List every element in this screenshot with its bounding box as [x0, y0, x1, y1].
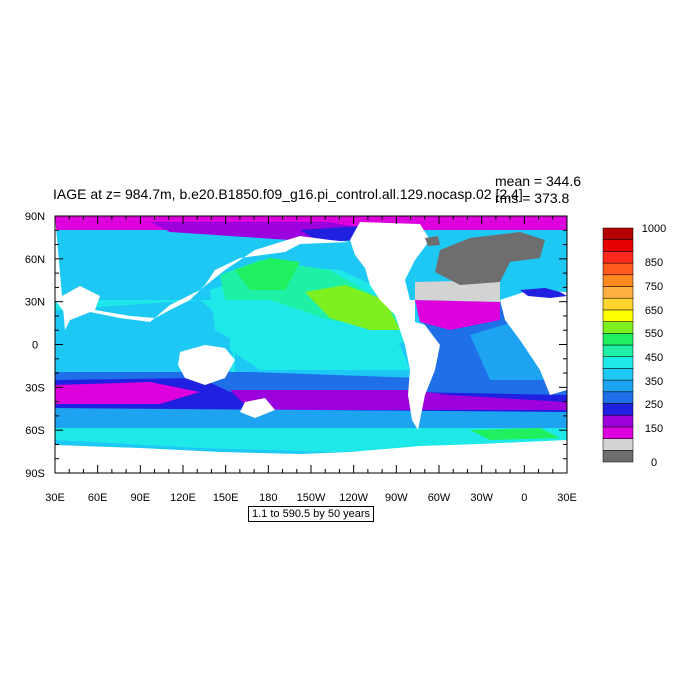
x-tick-label: 150E [213, 492, 239, 504]
x-tick-label: 30W [470, 492, 493, 504]
island-land [240, 398, 275, 418]
y-tick-label: 90N [25, 211, 45, 223]
australia-land [178, 345, 235, 385]
x-tick-label: 90E [131, 492, 151, 504]
y-tick-label: 0 [32, 340, 38, 352]
colorbar-swatch [602, 426, 634, 439]
colorbar-label: 650 [645, 305, 663, 317]
colorbar-swatch [602, 262, 634, 276]
colorbar-swatch [602, 227, 634, 240]
colorbar-swatch [602, 403, 634, 416]
arctic-gray-patch [425, 236, 440, 246]
x-axis-ticks [54, 216, 568, 473]
colorbar-label: 750 [645, 281, 663, 293]
x-tick-label: 120E [170, 492, 196, 504]
x-tick-label: 90W [385, 492, 408, 504]
north-pacific-green-region [235, 258, 300, 290]
africa-land [500, 290, 567, 395]
colorbar-swatch [602, 251, 634, 264]
colorbar-label: 850 [645, 257, 663, 269]
mediterranean-region [520, 288, 567, 298]
greenland-gray-region [435, 232, 545, 285]
colorbar-label: 0 [651, 457, 657, 469]
x-axis-labels: 30E 60E 90E 120E 150E 180 150W 120W 90W 60W 30W 0 30… [45, 492, 577, 504]
eurasia-land [55, 216, 350, 330]
colorbar-label: 350 [645, 376, 663, 388]
y-tick-label: 60N [25, 254, 45, 266]
colorbar-swatch [602, 297, 634, 311]
north-atlantic-magenta [415, 300, 500, 330]
colorbar-swatch [602, 286, 634, 299]
colorbar-swatch [602, 356, 634, 369]
colorbar [602, 227, 634, 463]
rms-stat: rms = 373.8 [495, 190, 570, 206]
y-tick-label: 30S [25, 382, 45, 394]
colorbar-label: 450 [645, 352, 663, 364]
africa-horn-land [55, 286, 100, 320]
north-atlantic-gray [415, 280, 500, 302]
colorbar-swatch [602, 438, 634, 451]
colorbar-swatch [602, 391, 634, 404]
y-axis-labels: 90N 60N 30N 0 30S 60S 90S [25, 211, 45, 480]
y-axis-ticks [55, 215, 567, 474]
x-tick-label: 180 [259, 492, 277, 504]
southern-purple-region [230, 390, 567, 410]
colorbar-swatch [602, 321, 634, 334]
ocean-field [55, 216, 567, 473]
south-pacific-cyan-region [230, 310, 410, 370]
southern-band-3 [55, 408, 567, 430]
x-tick-label: 60W [428, 492, 451, 504]
x-tick-label: 60E [88, 492, 108, 504]
colorbar-swatch [602, 414, 634, 428]
colorbar-label: 150 [645, 423, 663, 435]
colorbar-labels: 0 150 250 350 450 550 650 750 850 1000 [642, 223, 666, 469]
y-tick-label: 90S [25, 468, 45, 480]
colorbar-swatch [602, 333, 634, 346]
contour-range-note: 1.1 to 590.5 by 50 years [248, 506, 375, 522]
colorbar-swatch [602, 368, 634, 381]
mean-stat: mean = 344.6 [495, 173, 582, 189]
colorbar-label: 1000 [642, 223, 666, 235]
x-tick-label: 30E [45, 492, 65, 504]
y-tick-label: 30N [25, 297, 45, 309]
plot-title: IAGE at z= 984.7m, b.e20.B1850.f09_g16.p… [53, 186, 523, 202]
colorbar-swatch [602, 450, 634, 463]
southern-magenta-region [55, 382, 200, 404]
south-atlantic-green-region [470, 428, 560, 440]
colorbar-swatch [602, 274, 634, 287]
north-pacific-core-region [305, 285, 400, 330]
y-tick-label: 60S [25, 425, 45, 437]
arctic-purple-region [150, 222, 360, 240]
x-tick-label: 0 [521, 492, 527, 504]
colorbar-swatch [602, 379, 634, 393]
colorbar-swatch [602, 239, 634, 252]
americas-land [350, 222, 440, 430]
colorbar-swatch [602, 309, 634, 322]
x-tick-label: 120W [339, 492, 368, 504]
colorbar-label: 550 [645, 328, 663, 340]
colorbar-swatch [602, 344, 634, 357]
antarctica-land [55, 440, 567, 473]
colorbar-label: 250 [645, 399, 663, 411]
x-tick-label: 150W [297, 492, 326, 504]
land-masses [55, 216, 567, 473]
x-tick-label: 30E [557, 492, 577, 504]
